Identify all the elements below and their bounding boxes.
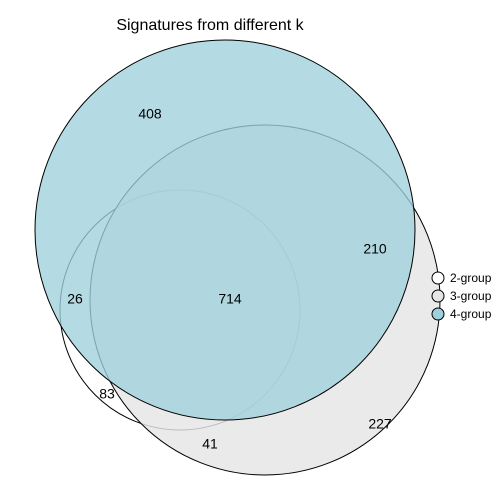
legend-swatch xyxy=(432,290,444,302)
legend-swatch xyxy=(432,308,444,320)
region-label: 210 xyxy=(363,241,387,257)
region-label: 41 xyxy=(202,436,218,452)
legend-label: 3-group xyxy=(450,289,492,303)
region-label: 26 xyxy=(67,291,83,307)
venn-chart: Signatures from different k 408 210 26 714 83… xyxy=(0,0,504,504)
legend-label: 4-group xyxy=(450,307,492,321)
region-label: 227 xyxy=(368,416,392,432)
region-label: 408 xyxy=(138,106,162,122)
legend-label: 2-group xyxy=(450,271,492,285)
legend-swatch xyxy=(432,272,444,284)
region-label: 83 xyxy=(99,386,115,402)
region-label: 714 xyxy=(218,291,242,307)
venn-circle-4-group xyxy=(35,40,415,420)
chart-title: Signatures from different k xyxy=(116,17,304,34)
